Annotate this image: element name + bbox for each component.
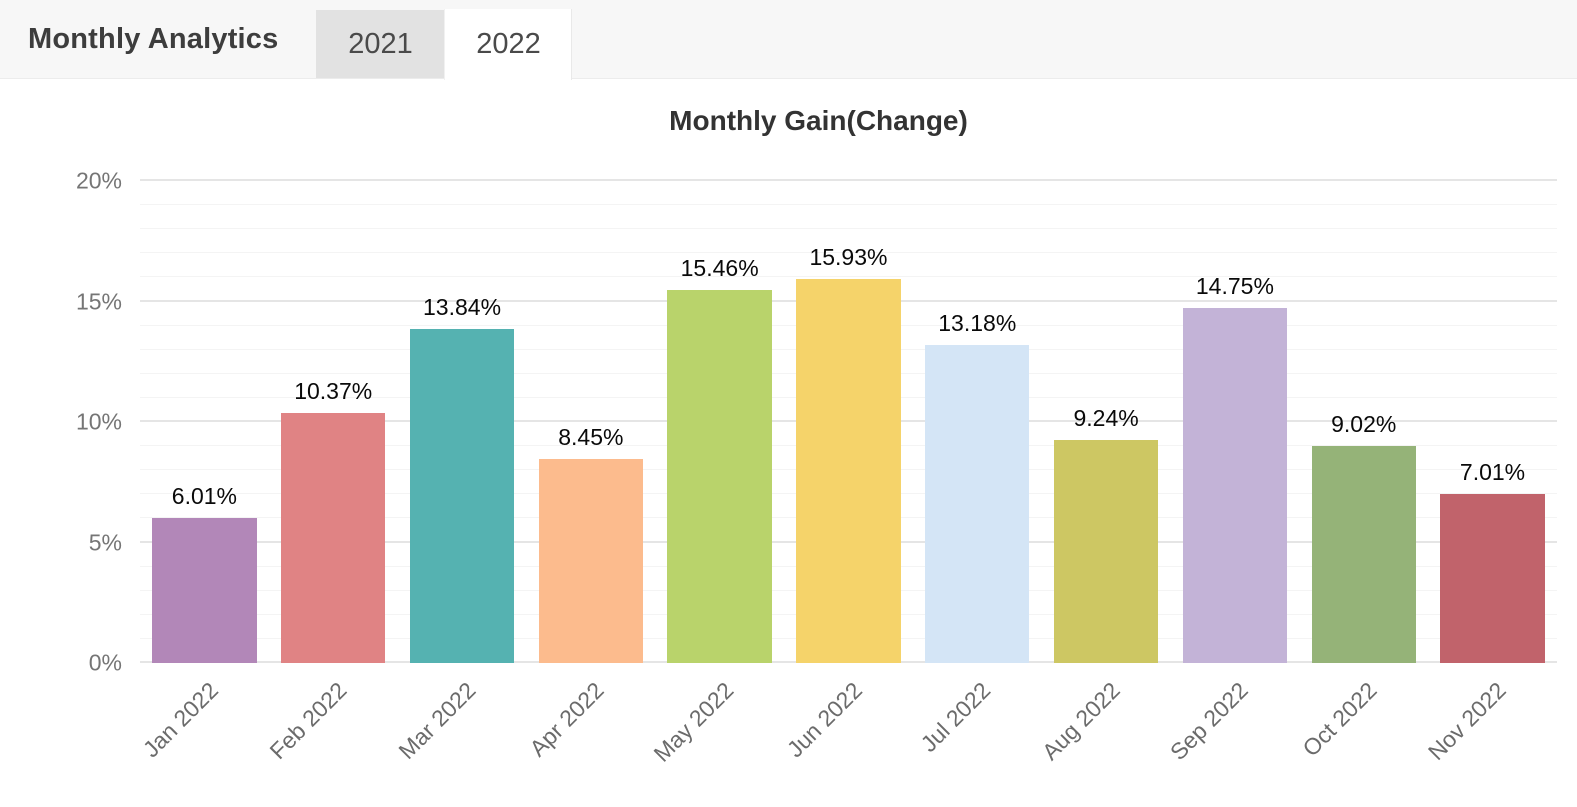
x-tick-label-apr-2022: Apr 2022 xyxy=(524,677,610,762)
bar-cell: 9.02% xyxy=(1299,181,1428,663)
x-axis: Jan 2022 Feb 2022 Mar 2022 Apr 2022 May 2022… xyxy=(137,663,1557,783)
bar-jun-2022[interactable] xyxy=(796,279,901,663)
bar-value-label: 14.75% xyxy=(1195,272,1274,299)
bar-mar-2022[interactable] xyxy=(409,329,515,663)
y-tick-label: 5% xyxy=(88,529,122,555)
bar-cell: 8.45% xyxy=(526,181,655,663)
bar-cell: 9.24% xyxy=(1042,181,1171,663)
bar-jul-2022[interactable] xyxy=(925,345,1030,663)
chart-title: Monthly Gain(Change) xyxy=(669,105,968,136)
bar-feb-2022[interactable] xyxy=(281,413,386,663)
bar-cell: 14.75% xyxy=(1171,181,1300,663)
bar-value-label: 6.01% xyxy=(171,483,238,510)
x-cell: Apr 2022 xyxy=(524,663,655,783)
x-tick-label-may-2022: May 2022 xyxy=(648,677,739,767)
minor-gridline xyxy=(140,204,1557,206)
x-cell: May 2022 xyxy=(648,663,784,783)
bars: 6.01% 10.37% 13.84% 8.45% 15.46% 15.93% 13.18%… xyxy=(140,181,1557,663)
bar-sep-2022[interactable] xyxy=(1182,307,1288,663)
bar-jan-2022[interactable] xyxy=(152,518,257,663)
x-cell: Jul 2022 xyxy=(913,663,1042,783)
bar-value-label: 15.93% xyxy=(809,244,888,271)
bar-chart: Monthly Gain(Change) 0% 5% 10% 15% 20% 6.01%… xyxy=(0,79,1577,783)
x-tick-label-jun-2022: Jun 2022 xyxy=(781,677,867,763)
bar-cell: 7.01% xyxy=(1428,181,1557,663)
tab-bar: 2021 2022 xyxy=(316,0,573,80)
x-cell: Sep 2022 xyxy=(1165,663,1300,783)
bar-value-label: 9.02% xyxy=(1331,410,1397,437)
x-cell: Jun 2022 xyxy=(781,663,913,783)
x-tick-label-jan-2022: Jan 2022 xyxy=(137,677,223,763)
x-cell: Nov 2022 xyxy=(1423,663,1557,783)
bar-value-label: 13.84% xyxy=(423,294,502,321)
bar-nov-2022[interactable] xyxy=(1440,494,1545,663)
x-cell: Feb 2022 xyxy=(264,663,398,783)
bar-may-2022[interactable] xyxy=(667,290,772,663)
bar-cell: 10.37% xyxy=(269,181,398,663)
bar-value-label: 7.01% xyxy=(1459,459,1526,486)
bar-oct-2022[interactable] xyxy=(1311,445,1416,663)
y-axis: 0% 5% 10% 15% 20% xyxy=(0,168,122,676)
x-tick-label-aug-2022: Aug 2022 xyxy=(1036,677,1125,766)
x-cell: Aug 2022 xyxy=(1036,663,1171,783)
x-tick-label-nov-2022: Nov 2022 xyxy=(1422,677,1511,766)
y-tick-label: 20% xyxy=(75,167,122,194)
plot-area: 0% 5% 10% 15% 20% 6.01% 10.37% 13.84% 8.45% 15.4… xyxy=(76,168,1557,676)
minor-gridline xyxy=(140,228,1557,230)
bar-cell: 15.46% xyxy=(655,181,784,663)
minor-gridline xyxy=(140,252,1557,254)
x-cell: Oct 2022 xyxy=(1297,663,1428,783)
x-tick-label-jul-2022: Jul 2022 xyxy=(915,677,996,757)
bar-value-label: 9.24% xyxy=(1073,405,1139,432)
header: Monthly Analytics 2021 2022 xyxy=(0,0,1577,80)
tab-2022[interactable]: 2022 xyxy=(444,9,573,80)
bar-value-label: 8.45% xyxy=(558,424,624,451)
x-tick-label-feb-2022: Feb 2022 xyxy=(264,677,352,765)
y-tick-label: 10% xyxy=(75,408,122,435)
bar-value-label: 13.18% xyxy=(938,310,1017,337)
tab-2021[interactable]: 2021 xyxy=(316,10,445,78)
x-cell: Jan 2022 xyxy=(137,663,269,783)
x-cell: Mar 2022 xyxy=(393,663,527,783)
y-tick-label: 15% xyxy=(75,288,122,314)
x-tick-label-mar-2022: Mar 2022 xyxy=(393,677,481,765)
x-tick-label-oct-2022: Oct 2022 xyxy=(1297,677,1383,762)
major-gridline xyxy=(140,179,1557,181)
bar-cell: 13.18% xyxy=(913,181,1042,663)
y-tick-label: 0% xyxy=(88,649,122,676)
page-title: Monthly Analytics xyxy=(28,22,279,55)
x-tick-label-sep-2022: Sep 2022 xyxy=(1165,677,1254,766)
minor-gridline xyxy=(140,276,1557,278)
bar-value-label: 15.46% xyxy=(680,255,759,282)
bar-cell: 6.01% xyxy=(140,181,269,663)
bar-value-label: 10.37% xyxy=(294,378,373,405)
bar-cell: 13.84% xyxy=(398,181,527,663)
bar-apr-2022[interactable] xyxy=(538,459,643,663)
bar-aug-2022[interactable] xyxy=(1053,440,1159,663)
bar-cell: 15.93% xyxy=(784,181,913,663)
